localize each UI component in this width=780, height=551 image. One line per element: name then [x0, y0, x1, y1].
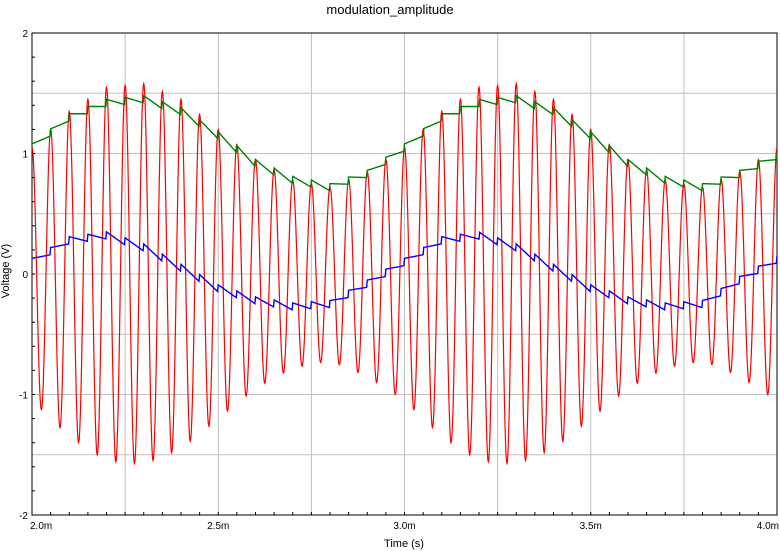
y-tick-label: 2	[22, 29, 28, 40]
grid	[32, 33, 777, 515]
tick-labels: 2.0m 2.5m 3.0m 3.5m 4.0m 2 1 0 -1 -2	[19, 29, 779, 532]
x-tick-label: 3.0m	[393, 521, 415, 532]
y-tick-label: 1	[22, 150, 28, 161]
series-demod-line	[31, 230, 778, 311]
series-group	[31, 81, 778, 466]
x-tick-label: 3.5m	[580, 521, 602, 532]
y-tick-label: -1	[19, 391, 28, 402]
x-tick-label: 2.0m	[30, 521, 52, 532]
chart-title: modulation_amplitude	[326, 2, 454, 17]
x-tick-label: 4.0m	[757, 521, 779, 532]
x-axis-label: Time (s)	[384, 538, 424, 550]
y-tick-label: 0	[22, 270, 28, 281]
x-tick-label: 2.5m	[207, 521, 229, 532]
series-envelope-line	[31, 94, 778, 192]
y-tick-label: -2	[19, 511, 28, 522]
